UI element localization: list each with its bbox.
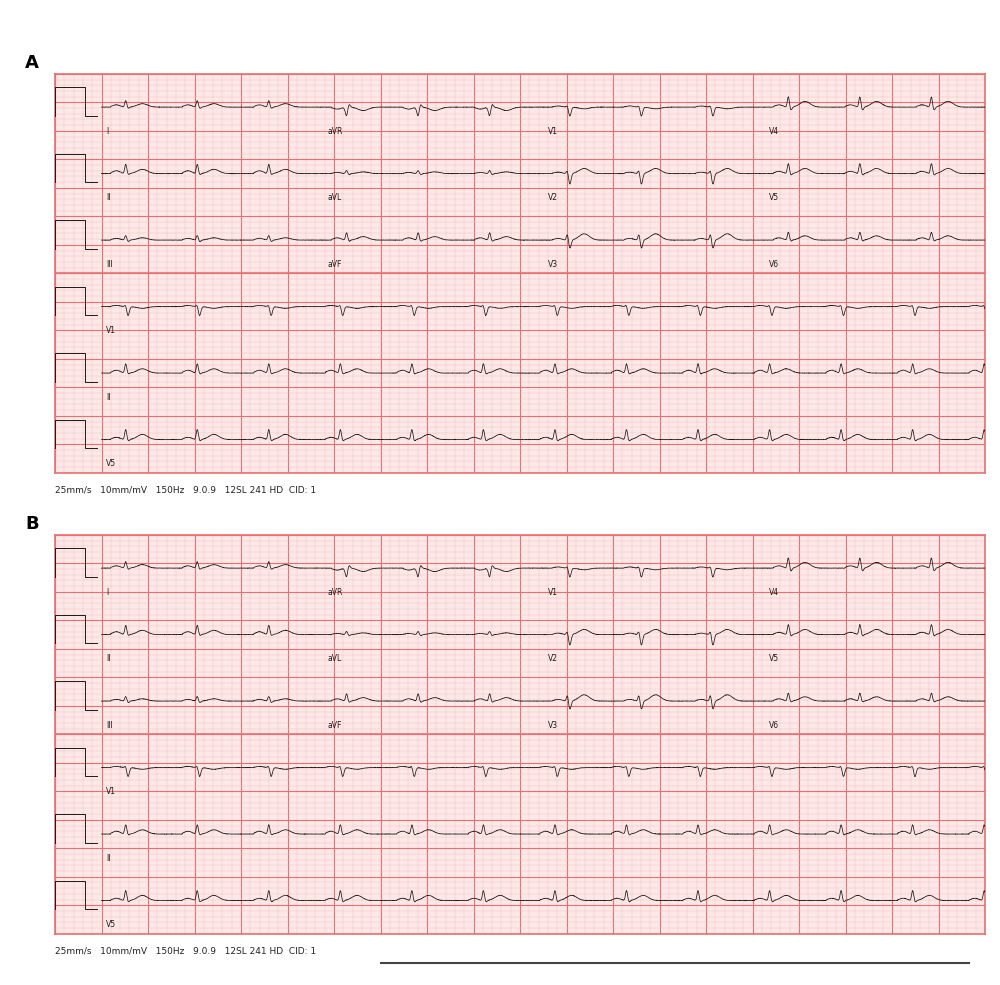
Text: aVL: aVL xyxy=(327,654,341,663)
Text: V5: V5 xyxy=(106,459,116,468)
Text: 25mm/s   10mm/mV   150Hz   9.0.9   12SL 241 HD  CID: 1: 25mm/s 10mm/mV 150Hz 9.0.9 12SL 241 HD C… xyxy=(55,486,316,494)
Text: aVF: aVF xyxy=(327,721,341,730)
Text: 25mm/s   10mm/mV   150Hz   9.0.9   12SL 241 HD  CID: 1: 25mm/s 10mm/mV 150Hz 9.0.9 12SL 241 HD C… xyxy=(55,947,316,955)
Text: B: B xyxy=(25,515,39,533)
Text: II: II xyxy=(106,854,111,863)
Text: aVR: aVR xyxy=(327,588,342,597)
Text: V1: V1 xyxy=(548,588,558,597)
Text: V1: V1 xyxy=(106,326,116,335)
Text: V1: V1 xyxy=(548,127,558,136)
Text: V6: V6 xyxy=(769,260,779,269)
Text: V2: V2 xyxy=(548,654,558,663)
Text: I: I xyxy=(106,127,108,136)
Text: V2: V2 xyxy=(548,193,558,202)
Text: II: II xyxy=(106,393,111,402)
Text: V1: V1 xyxy=(106,787,116,796)
Text: V5: V5 xyxy=(769,193,779,202)
Text: III: III xyxy=(106,721,113,730)
Text: A: A xyxy=(25,54,39,72)
Text: V3: V3 xyxy=(548,260,558,269)
Text: V4: V4 xyxy=(769,588,779,597)
Text: V5: V5 xyxy=(106,920,116,929)
Text: V4: V4 xyxy=(769,127,779,136)
Text: V5: V5 xyxy=(769,654,779,663)
Text: aVR: aVR xyxy=(327,127,342,136)
Text: II: II xyxy=(106,193,111,202)
Text: V6: V6 xyxy=(769,721,779,730)
Text: aVF: aVF xyxy=(327,260,341,269)
Text: I: I xyxy=(106,588,108,597)
Text: III: III xyxy=(106,260,113,269)
Text: aVL: aVL xyxy=(327,193,341,202)
Text: II: II xyxy=(106,654,111,663)
Text: V3: V3 xyxy=(548,721,558,730)
